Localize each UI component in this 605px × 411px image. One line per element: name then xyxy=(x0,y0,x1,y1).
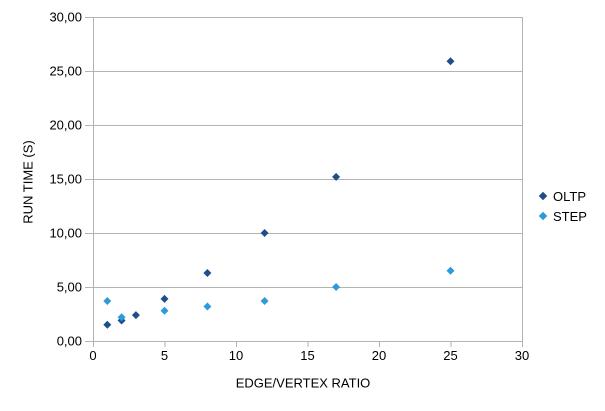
data-point-step xyxy=(160,306,169,315)
data-point-step xyxy=(260,297,269,306)
data-point-step xyxy=(117,313,126,322)
data-point-oltp xyxy=(260,229,269,237)
y-tick-label-10: 10,00 xyxy=(49,226,82,241)
data-point-step xyxy=(203,302,212,311)
data-point-oltp xyxy=(131,311,140,320)
data-point-step xyxy=(332,283,341,291)
legend-item-step: STEP xyxy=(538,206,587,226)
y-tick-label-25: 25,00 xyxy=(49,64,82,79)
data-point-oltp xyxy=(446,57,455,66)
legend-label-step: STEP xyxy=(553,208,587,224)
x-tick-label-0: 0 xyxy=(89,348,96,363)
y-tick-label-15: 15,00 xyxy=(49,172,82,187)
x-tick-label-30: 30 xyxy=(515,348,529,363)
y-tick-label-20: 20,00 xyxy=(49,118,82,133)
step-diamond-marker-icon xyxy=(538,211,548,221)
y-tick-label-30: 30,00 xyxy=(49,10,82,25)
x-tick-label-5: 5 xyxy=(161,348,168,363)
legend: OLTP STEP xyxy=(538,186,587,226)
legend-label-oltp: OLTP xyxy=(553,188,586,204)
x-tick-label-15: 15 xyxy=(300,348,314,363)
y-axis-title: RUN TIME (S) xyxy=(20,140,36,224)
data-point-oltp xyxy=(160,294,169,303)
x-tick-label-25: 25 xyxy=(443,348,457,363)
y-tick-label-5: 5,00 xyxy=(57,280,82,295)
data-point-oltp xyxy=(103,320,112,329)
x-tick-label-10: 10 xyxy=(229,348,243,363)
data-point-oltp xyxy=(332,172,341,181)
oltp-diamond-marker-icon xyxy=(538,191,548,201)
data-point-oltp xyxy=(203,268,212,277)
y-tick-label-0: 0,00 xyxy=(57,334,82,349)
x-axis-title: EDGE/VERTEX RATIO xyxy=(235,375,371,391)
data-point-step xyxy=(446,266,455,275)
data-point-step xyxy=(103,297,112,306)
x-tick-label-20: 20 xyxy=(372,348,386,363)
legend-item-oltp: OLTP xyxy=(538,186,587,206)
